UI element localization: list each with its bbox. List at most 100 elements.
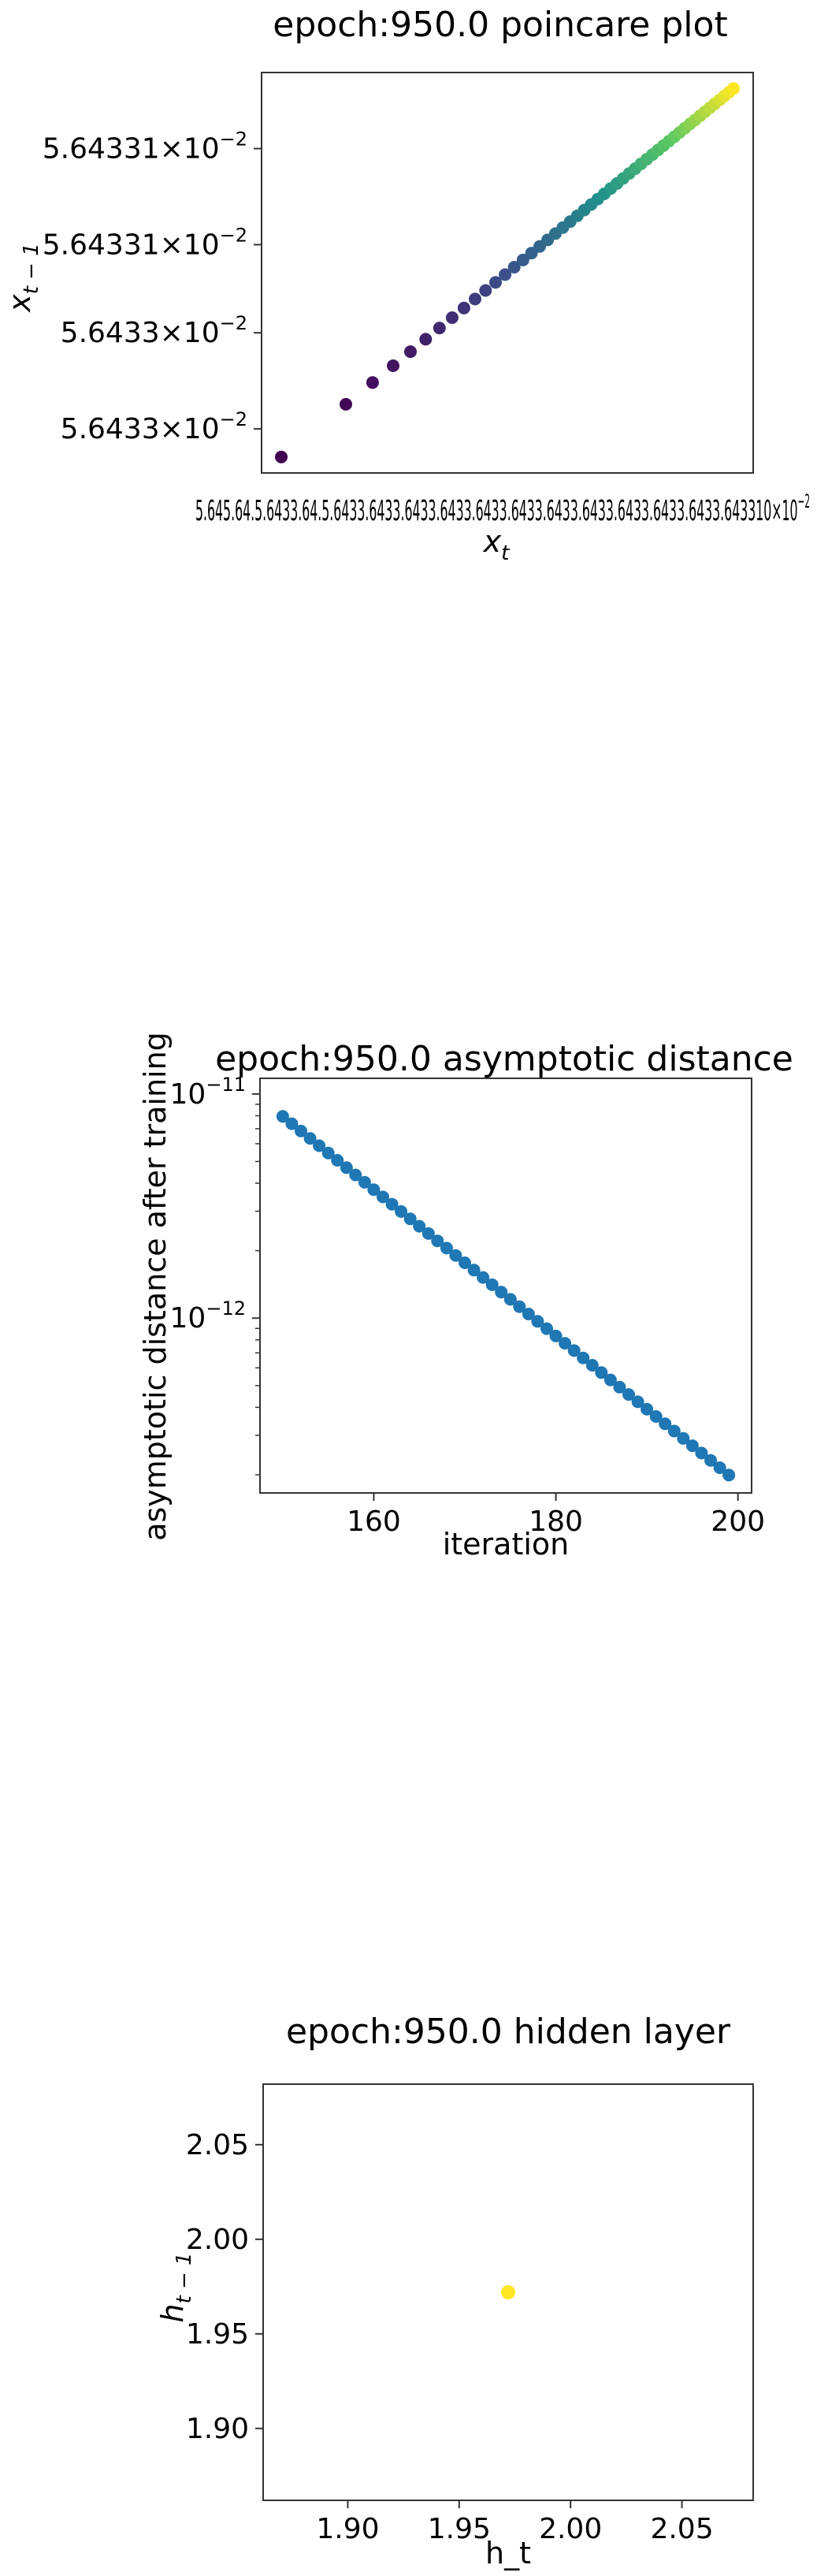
poincare-x-tick-times: ×10 [771, 495, 797, 527]
asymptotic-points [276, 1110, 736, 1482]
asymptotic-point [459, 1256, 471, 1269]
asymptotic-point [295, 1124, 307, 1137]
asymptotic-point [276, 1110, 289, 1123]
asymptotic-point [513, 1300, 526, 1313]
asymptotic-point [567, 1344, 581, 1357]
asymptotic-point [385, 1197, 399, 1211]
asymptotic-point [603, 1373, 617, 1387]
poincare-point [275, 450, 288, 463]
asymptotic-point [349, 1168, 362, 1182]
hidden-layer-y-ticks: 1.90 1.95 2.00 2.05 [186, 2129, 263, 2445]
hidden-layer-point [501, 2285, 515, 2299]
hidden-layer-x-tick-label: 1.95 [428, 2513, 491, 2545]
poincare-y-tick-label: 5.64331×10−2 [43, 224, 247, 261]
asymptotic-point [340, 1161, 353, 1174]
hidden-layer-frame [262, 2083, 754, 2501]
asymptotic-point [313, 1139, 326, 1152]
asymptotic-point [395, 1205, 408, 1218]
poincare-title: epoch:950.0 poincare plot [273, 5, 727, 45]
asymptotic-x-tick-label: 200 [711, 1506, 765, 1538]
asymptotic-point [695, 1446, 708, 1460]
hidden-layer-x-tick-label: 2.00 [539, 2513, 602, 2545]
asymptotic-point [659, 1417, 672, 1431]
poincare-point [366, 376, 379, 389]
poincare-y-label: xt − 1 [2, 243, 43, 313]
hidden-layer-x-tick-label: 2.05 [650, 2513, 713, 2545]
asymptotic-point [631, 1395, 644, 1409]
poincare-point [445, 311, 459, 324]
hidden-layer-title: epoch:950.0 hidden layer [286, 2012, 731, 2052]
poincare-x-tick-labels: 5.645.64.5.6433.64.5.6433.6433.6433.6433… [195, 490, 810, 527]
poincare-point [489, 276, 502, 289]
asymptotic-point [495, 1286, 508, 1299]
asymptotic-frame [259, 1078, 752, 1494]
poincare-point [516, 253, 529, 266]
asymptotic-point [449, 1249, 462, 1262]
asymptotic-point [622, 1388, 635, 1402]
asymptotic-x-tick-label: 160 [347, 1506, 401, 1538]
poincare-point [404, 345, 417, 359]
poincare-point [340, 397, 352, 411]
poincare-point [499, 268, 512, 281]
asymptotic-x-label: iteration [443, 1527, 570, 1562]
hidden-layer-x-tick-label: 1.90 [316, 2513, 379, 2545]
asymptotic-point [285, 1117, 299, 1130]
asymptotic-point [403, 1212, 417, 1226]
poincare-point [727, 82, 740, 95]
asymptotic-point [549, 1329, 563, 1342]
asymptotic-point [677, 1431, 690, 1445]
asymptotic-y-label: asymptotic distance after training [138, 1032, 173, 1541]
asymptotic-point [377, 1190, 389, 1204]
poincare-chart: epoch:950.0 poincare plot 5.64331×10−2 5.… [2, 5, 810, 565]
poincare-frame [261, 72, 754, 474]
poincare-point [433, 322, 446, 335]
poincare-y-tick-label: 5.64331×10−2 [43, 128, 247, 166]
asymptotic-point [421, 1227, 435, 1240]
asymptotic-point [358, 1175, 371, 1189]
asymptotic-point [531, 1315, 544, 1328]
asymptotic-point [522, 1308, 535, 1320]
poincare-y-tick-label: 5.6433×10−2 [61, 408, 247, 445]
poincare-point [387, 359, 399, 372]
asymptotic-point [431, 1234, 444, 1248]
asymptotic-title: epoch:950.0 asymptotic distance [215, 1039, 793, 1079]
hidden-layer-chart: epoch:950.0 hidden layer 1.90 1.95 2.00 2.0… [155, 2012, 754, 2570]
asymptotic-point [331, 1154, 344, 1167]
asymptotic-y-tick-label: 10−11 [170, 1074, 246, 1111]
asymptotic-point [440, 1241, 453, 1255]
asymptotic-point [477, 1271, 490, 1284]
hidden-layer-y-tick-label: 2.05 [186, 2129, 249, 2161]
asymptotic-chart: epoch:950.0 asymptotic distance 160 180 20… [138, 1032, 793, 1562]
asymptotic-point [595, 1366, 608, 1379]
poincare-points [275, 82, 740, 463]
hidden-layer-points [501, 2285, 515, 2299]
hidden-layer-x-label: h_t [485, 2536, 531, 2570]
poincare-point [507, 261, 521, 274]
poincare-x-label: xt [483, 524, 511, 565]
asymptotic-y-tick-label: 10−12 [170, 1297, 246, 1335]
poincare-point [479, 284, 492, 297]
hidden-layer-y-tick-label: 1.95 [186, 2318, 249, 2351]
asymptotic-point [667, 1424, 681, 1438]
asymptotic-point [559, 1337, 572, 1350]
asymptotic-point [321, 1146, 335, 1160]
asymptotic-point [485, 1278, 499, 1291]
asymptotic-x-tick-label: 180 [529, 1506, 583, 1538]
asymptotic-point [649, 1410, 663, 1423]
asymptotic-y-ticks: 10−11 10−12 [170, 1074, 260, 1476]
asymptotic-point [503, 1293, 517, 1306]
asymptotic-point [685, 1439, 699, 1453]
poincare-point [419, 333, 433, 346]
poincare-y-ticks: 5.64331×10−2 5.64331×10−2 5.6433×10−2 5.643… [43, 128, 262, 445]
hidden-layer-x-ticks: 1.90 1.95 2.00 2.05 [316, 2500, 714, 2545]
asymptotic-point [467, 1264, 481, 1277]
asymptotic-point [577, 1351, 590, 1364]
hidden-layer-y-tick-label: 2.00 [186, 2224, 249, 2256]
asymptotic-point [704, 1454, 717, 1467]
asymptotic-point [367, 1183, 381, 1197]
hidden-layer-y-tick-label: 1.90 [186, 2413, 249, 2445]
asymptotic-point [413, 1219, 426, 1233]
asymptotic-point [540, 1322, 553, 1335]
asymptotic-point [641, 1402, 654, 1416]
